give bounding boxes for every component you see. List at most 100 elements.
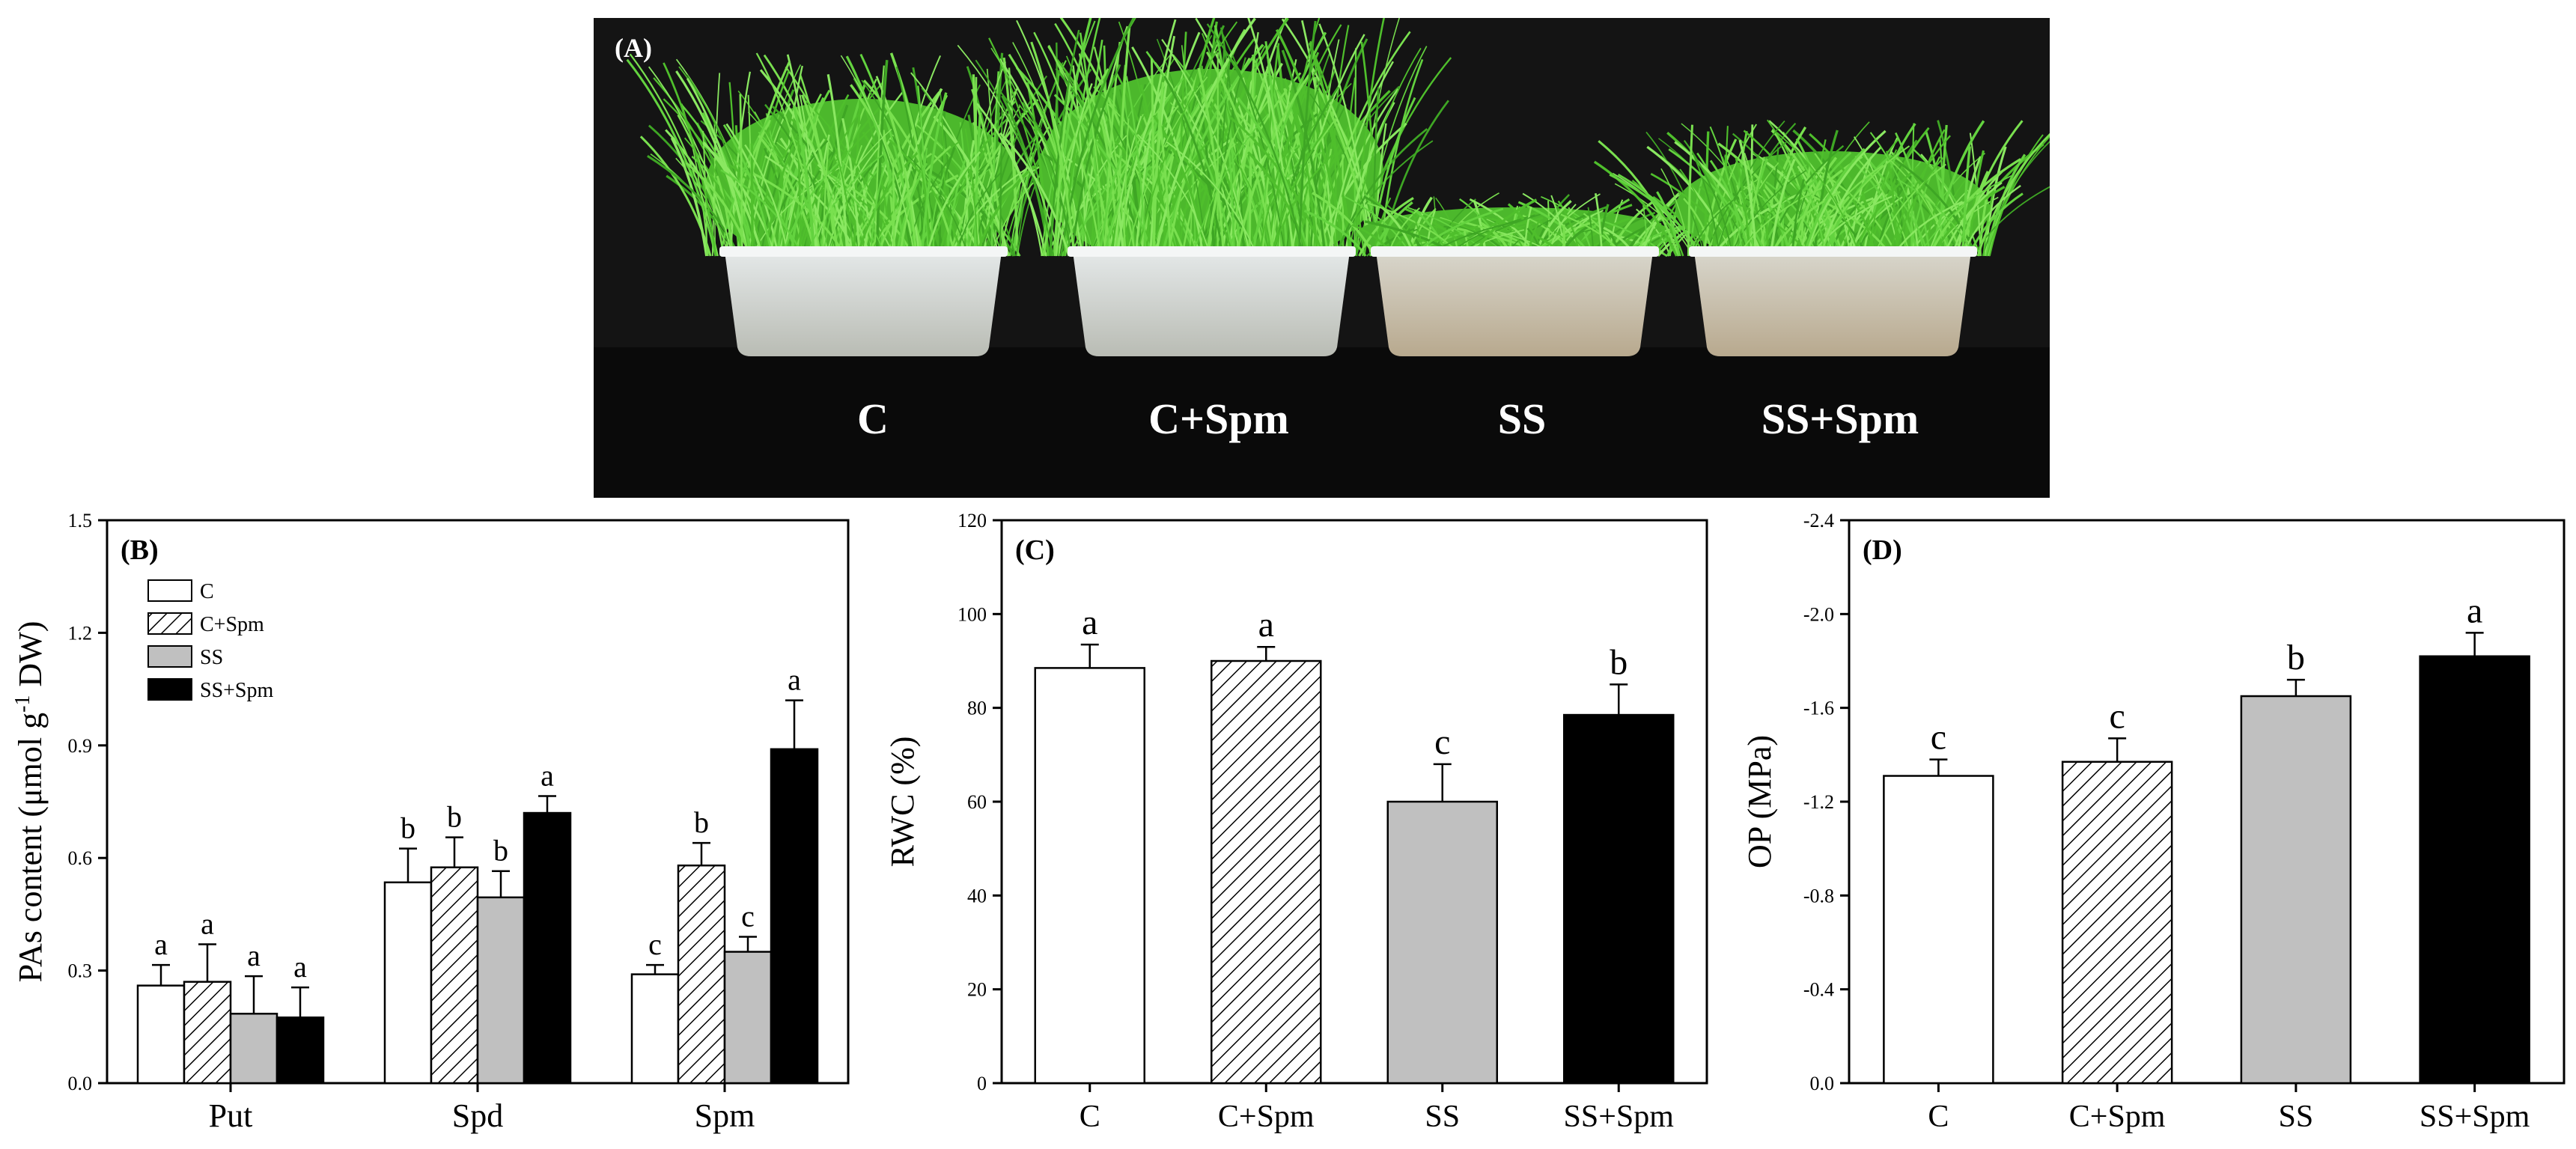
chart-c-xtick-c-spm: C+Spm — [1218, 1100, 1315, 1134]
chart-d-ytick-label: -1.2 — [1803, 791, 1834, 813]
sig-letter-spd-c: b — [401, 811, 415, 845]
chart-b-pas-content: 0.0 0.3 0.6 0.9 1.2 1.5 (B) PAs content (μmol g… — [11, 510, 850, 1134]
chart-c-bar-c-spm — [1211, 659, 1322, 1085]
chart-d-bar-ss — [2240, 695, 2352, 1085]
bar-spd-ss-spm — [523, 811, 572, 1085]
bar-spm-c-spm — [677, 864, 726, 1085]
plant-photo: (A) C C+Spm SS SS+Spm — [594, 18, 2050, 498]
chart-c-ytick-label: 0 — [977, 1073, 987, 1094]
chart-b-ytick-label: 0.9 — [68, 735, 93, 757]
bar-put-ss-spm — [275, 1017, 325, 1085]
legend-label-c: C — [200, 580, 214, 603]
legend-label-ss: SS — [200, 646, 223, 669]
chart-d-bar-ss-spm — [2419, 655, 2530, 1085]
chart-c-ytick-label: 100 — [957, 603, 987, 625]
chart-b-ytick-label: 1.2 — [68, 622, 93, 644]
tray-ss — [1371, 246, 1659, 356]
chart-b-xtick-spd: Spd — [452, 1097, 503, 1134]
grass-clump-1 — [626, 52, 1092, 272]
bar-spd-c-spm — [430, 866, 479, 1085]
chart-b-ytick-label: 1.5 — [68, 510, 93, 531]
chart-c-rwc: 0 20 40 60 80 100 120 (C) RWC (%) a Ca C+Spm c SS b SS+… — [884, 510, 1708, 1134]
chart-d-xtick-c-spm: C+Spm — [2069, 1100, 2166, 1134]
chart-b-panel-label: (B) — [121, 534, 159, 566]
tray-c-spm — [1068, 246, 1356, 356]
chart-c-panel-label: (C) — [1015, 534, 1055, 566]
chart-d-bar-c-spm — [2061, 761, 2173, 1085]
legend-swatch-ss — [147, 645, 192, 668]
chart-b-legend: C C+Spm SS SS+Spm — [147, 579, 274, 702]
chart-d-ytick-label: -2.0 — [1803, 603, 1834, 625]
chart-c-ytick-label: 20 — [967, 979, 987, 1001]
chart-c-xtick-ss: SS — [1425, 1100, 1460, 1134]
grass-clump-2 — [957, 18, 1452, 275]
sig-letter-spd-ss-spm: a — [541, 758, 554, 792]
sig-letter-put-c: a — [154, 927, 168, 961]
panel-a-label: (A) — [615, 33, 652, 63]
chart-d-sig-letter-ss-spm: a — [2467, 591, 2482, 630]
chart-d-ytick-label: 0.0 — [1810, 1073, 1835, 1094]
legend-label-c-spm: C+Spm — [200, 613, 264, 636]
chart-d-ytick-label: -2.4 — [1803, 510, 1834, 531]
sig-letter-put-c-spm: a — [201, 907, 214, 941]
chart-c-sig-letter-c-spm: a — [1258, 605, 1274, 644]
sig-letter-spm-c: c — [648, 927, 662, 961]
chart-d-ytick-label: -0.4 — [1803, 979, 1834, 1001]
sig-letter-put-ss-spm: a — [293, 950, 307, 984]
tray-ss-spm — [1689, 246, 1977, 356]
chart-d-op: 0.0 -0.4 -0.8 -1.2 -1.6 -2.0 -2.4 (D) OP (MPa) c C… — [1741, 510, 2566, 1134]
chart-c-ytick-label: 40 — [967, 885, 987, 906]
chart-d-ytick-label: -0.8 — [1803, 885, 1834, 906]
legend-swatch-c-spm — [147, 612, 192, 635]
bar-put-c-spm — [183, 981, 232, 1085]
chart-d-ylabel: OP (MPa) — [1741, 735, 1778, 868]
chart-b-xtick-spm: Spm — [695, 1097, 755, 1134]
chart-d-ytick-label: -1.6 — [1803, 698, 1834, 719]
chart-c-sig-letter-ss-spm: b — [1610, 642, 1627, 682]
chart-b-ylabel: PAs content (μmol g-1 DW) — [11, 621, 49, 983]
chart-c-bar-ss — [1386, 800, 1498, 1085]
sig-letter-spm-ss: c — [741, 899, 755, 933]
chart-d-panel-label: (D) — [1863, 534, 1902, 566]
bar-put-ss — [229, 1013, 278, 1085]
photo-label-ss: SS — [1498, 394, 1547, 443]
bar-spm-ss — [723, 951, 773, 1085]
chart-b-ytick-label: 0.6 — [68, 847, 93, 869]
chart-c-sig-letter-c: a — [1082, 603, 1097, 642]
chart-d-xtick-ss: SS — [2279, 1100, 2314, 1134]
chart-d-xtick-c: C — [1928, 1100, 1949, 1134]
chart-c-bar-c — [1034, 667, 1145, 1085]
chart-d-sig-letter-c: c — [1931, 718, 1946, 758]
chart-d-sig-letter-ss: b — [2287, 638, 2305, 677]
chart-c-xtick-ss-spm: SS+Spm — [1564, 1100, 1675, 1134]
tray-c — [719, 246, 1008, 356]
sig-letter-spd-ss: b — [493, 834, 508, 868]
chart-c-bar-ss-spm — [1563, 713, 1675, 1085]
grass-clumps — [626, 18, 2050, 275]
sig-letter-put-ss: a — [247, 939, 261, 972]
photo-label-c: C — [857, 394, 889, 443]
grass-clump-4 — [1593, 119, 2050, 266]
chart-c-ytick-label: 120 — [957, 510, 987, 531]
sig-letter-spm-c-spm: b — [694, 805, 709, 839]
chart-c-sig-letter-ss: c — [1434, 722, 1450, 762]
chart-c-ylabel: RWC (%) — [884, 737, 921, 868]
bar-spd-c — [383, 881, 433, 1085]
sig-letter-spd-c-spm: b — [447, 800, 462, 834]
sig-letter-spm-ss-spm: a — [788, 663, 801, 697]
chart-b-ytick-label: 0.3 — [68, 960, 93, 982]
chart-d-sig-letter-c-spm: c — [2109, 696, 2125, 736]
chart-c-ytick-label: 80 — [967, 698, 987, 719]
chart-d-xtick-ss-spm: SS+Spm — [2420, 1100, 2530, 1134]
chart-d-bar-c — [1883, 775, 1994, 1085]
bar-spm-c — [630, 973, 680, 1085]
photo-label-ss-spm: SS+Spm — [1762, 394, 1919, 443]
legend-swatch-c — [147, 579, 192, 602]
bar-spm-ss-spm — [770, 748, 819, 1085]
legend-label-ss-spm: SS+Spm — [200, 679, 274, 702]
chart-c-ytick-label: 60 — [967, 791, 987, 813]
trays — [719, 246, 1977, 356]
photo-label-c-spm: C+Spm — [1148, 394, 1289, 443]
chart-b-xtick-put: Put — [209, 1097, 253, 1134]
legend-swatch-ss-spm — [147, 678, 192, 701]
